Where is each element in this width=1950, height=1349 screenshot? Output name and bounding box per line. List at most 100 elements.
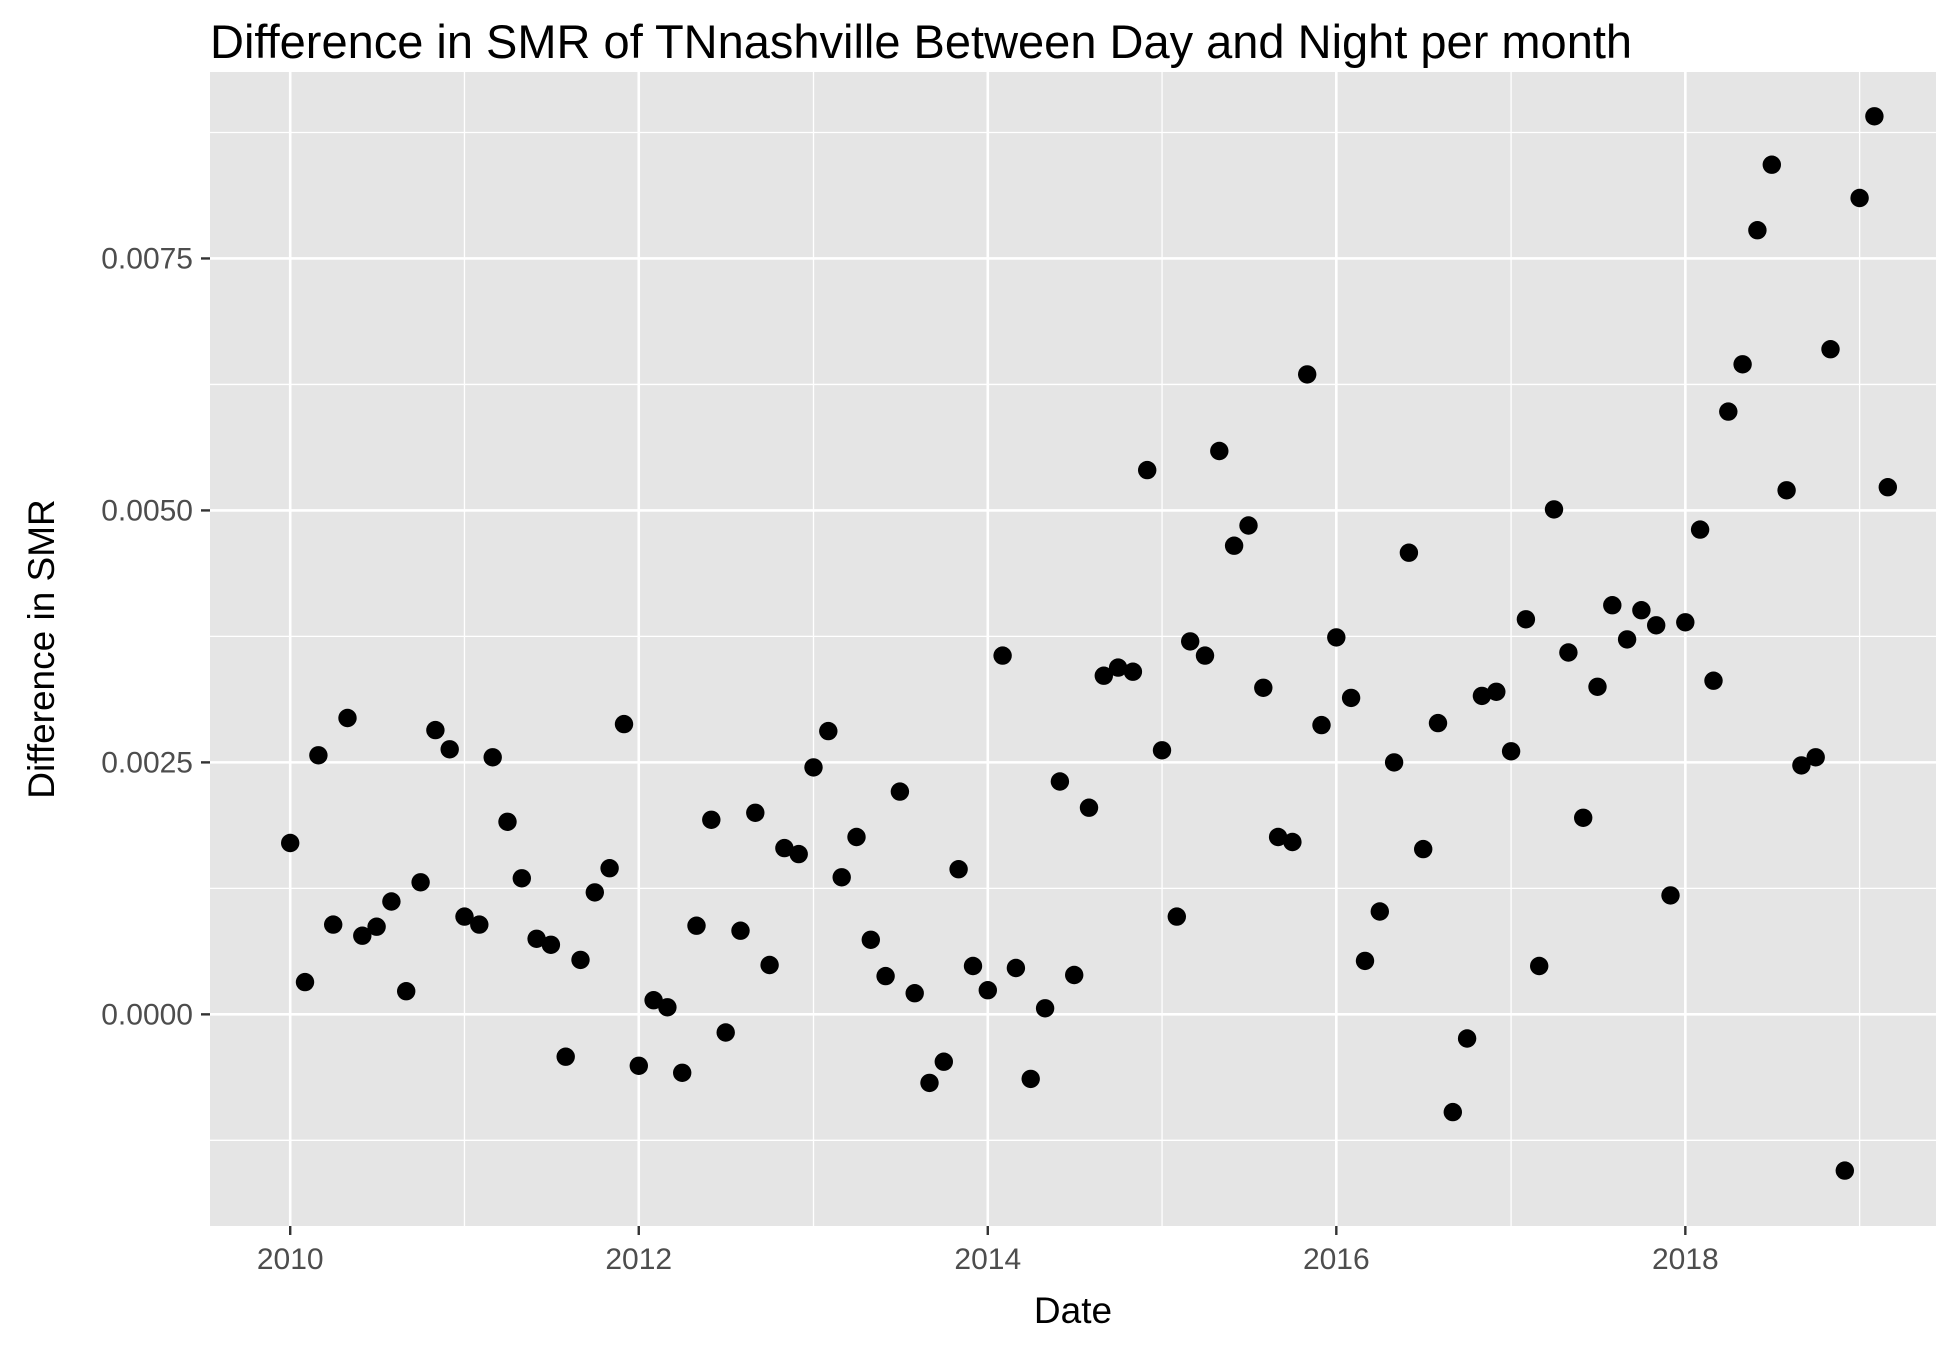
y-tick-label: 0.0000 (101, 998, 193, 1031)
data-point (440, 740, 459, 759)
data-point (1079, 798, 1099, 817)
data-point (1559, 643, 1578, 662)
data-point (1733, 355, 1752, 374)
data-point (556, 1047, 575, 1066)
y-axis-ticks: 0.0000 0.0025 0.0050 0.0075 (101, 242, 210, 1031)
data-point (295, 972, 315, 992)
data-point (1865, 107, 1884, 126)
data-point (1544, 500, 1564, 519)
data-point (1748, 221, 1767, 240)
data-point (920, 1073, 939, 1093)
data-point (1704, 671, 1723, 690)
data-point (1617, 630, 1637, 649)
data-point (775, 838, 794, 858)
data-point (1414, 839, 1433, 859)
data-point (1312, 715, 1331, 735)
data-point (1690, 520, 1710, 539)
x-axis-ticks: 2010 2012 2014 2016 2018 (257, 1226, 1719, 1276)
chart-title: Difference in SMR of TNnashville Between… (210, 15, 1632, 68)
data-point (353, 926, 372, 945)
data-point (1006, 958, 1026, 978)
data-point (600, 859, 619, 878)
data-point (1647, 616, 1666, 635)
data-point (760, 955, 779, 975)
data-point (687, 916, 706, 935)
data-point (847, 827, 866, 847)
data-point (1676, 613, 1695, 632)
data-point (397, 982, 416, 1001)
data-point (673, 1063, 692, 1083)
data-point (483, 748, 502, 767)
data-point (1123, 662, 1143, 681)
data-point (1167, 907, 1187, 926)
data-point (1254, 678, 1273, 697)
data-point (1138, 460, 1157, 480)
data-point (338, 708, 357, 728)
data-point (1603, 596, 1622, 615)
data-point (644, 991, 663, 1010)
data-point (309, 746, 328, 765)
data-point (571, 950, 590, 970)
x-tick-label: 2016 (1303, 1243, 1370, 1276)
data-point (789, 844, 808, 864)
data-point (1588, 677, 1607, 696)
data-point (585, 883, 604, 902)
data-point (702, 810, 721, 829)
data-point (993, 646, 1012, 665)
minor-gridlines (210, 72, 1936, 1226)
data-point (1661, 886, 1680, 905)
data-point (1777, 481, 1796, 500)
data-point (1574, 808, 1593, 827)
data-point (819, 721, 838, 741)
data-point (1850, 188, 1869, 208)
x-tick-label: 2010 (257, 1243, 324, 1276)
data-point (1108, 658, 1128, 677)
data-point (1821, 340, 1840, 359)
data-point (629, 1056, 648, 1076)
data-point (527, 929, 546, 948)
data-point (876, 966, 895, 986)
data-point (1370, 902, 1390, 921)
data-point (324, 915, 343, 934)
data-point (1210, 441, 1229, 461)
data-point (1341, 688, 1361, 708)
data-point (949, 860, 968, 879)
data-point (512, 869, 531, 888)
data-point (978, 981, 997, 1000)
data-points (281, 107, 1898, 1180)
data-point (1762, 155, 1782, 174)
data-point (963, 956, 983, 976)
data-point (1355, 951, 1375, 971)
data-point (1050, 772, 1070, 791)
data-point (731, 921, 750, 940)
data-point (658, 998, 677, 1017)
data-point (455, 907, 474, 926)
data-point (1443, 1102, 1463, 1122)
data-point (1399, 543, 1419, 562)
plot-panel (210, 72, 1936, 1226)
data-point (746, 803, 765, 822)
data-point (541, 935, 561, 954)
x-tick-label: 2018 (1652, 1243, 1719, 1276)
data-point (1472, 686, 1492, 706)
data-point (905, 984, 924, 1003)
y-axis-title: Difference in SMR (21, 499, 62, 799)
data-point (1224, 536, 1244, 555)
data-point (804, 758, 823, 777)
data-point (1530, 956, 1549, 976)
data-point (1298, 365, 1317, 384)
y-tick-label: 0.0075 (101, 242, 193, 275)
data-point (1632, 601, 1651, 620)
data-point (1283, 832, 1302, 852)
data-point (281, 833, 300, 853)
data-point (1152, 741, 1172, 760)
data-point (1806, 748, 1825, 767)
data-point (832, 868, 851, 887)
data-point (470, 915, 489, 934)
data-point (1384, 753, 1404, 772)
data-point (1268, 827, 1288, 847)
data-point (1195, 646, 1215, 665)
data-point (1327, 628, 1346, 647)
data-point (1094, 666, 1114, 685)
